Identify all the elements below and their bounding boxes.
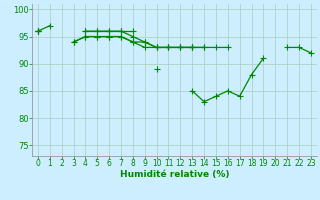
- X-axis label: Humidité relative (%): Humidité relative (%): [120, 170, 229, 179]
